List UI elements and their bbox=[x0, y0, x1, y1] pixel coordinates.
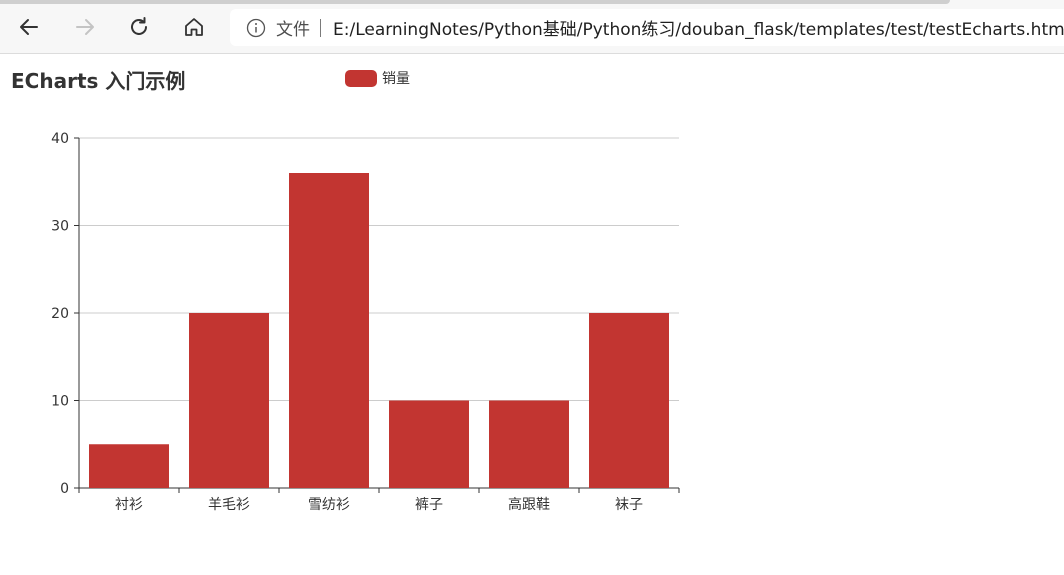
chart-title: ECharts 入门示例 bbox=[11, 69, 186, 93]
address-bar[interactable]: 文件 E:/LearningNotes/Python基础/Python练习/do… bbox=[230, 9, 1064, 46]
back-arrow-icon bbox=[20, 19, 38, 35]
y-tick-label: 0 bbox=[60, 481, 69, 497]
chart-area: ECharts 入门示例 销量 0 10 20 30 40 衬衫 羊毛衫 雪纺衫 裤子 高跟鞋 袜子 bbox=[0, 55, 1064, 575]
x-tick-label: 雪纺衫 bbox=[308, 497, 350, 513]
x-tick-label: 袜子 bbox=[615, 497, 643, 513]
reload-button[interactable] bbox=[124, 12, 154, 42]
legend-swatch bbox=[345, 69, 377, 87]
browser-toolbar: 文件 E:/LearningNotes/Python基础/Python练习/do… bbox=[0, 0, 1064, 54]
home-icon bbox=[185, 18, 203, 36]
legend-label: 销量 bbox=[382, 71, 410, 87]
legend[interactable]: 销量 bbox=[345, 68, 410, 88]
bar bbox=[589, 313, 669, 488]
bar bbox=[289, 173, 369, 488]
home-button[interactable] bbox=[179, 12, 209, 42]
y-tick-label: 40 bbox=[51, 131, 69, 147]
y-tick-label: 30 bbox=[51, 219, 69, 235]
bar-chart: 0 10 20 30 40 衬衫 羊毛衫 雪纺衫 裤子 高跟鞋 袜子 bbox=[51, 131, 680, 513]
file-label: 文件 bbox=[276, 20, 310, 40]
tab-strip bbox=[0, 0, 950, 4]
x-tick-label: 衬衫 bbox=[115, 497, 143, 513]
x-tick-label: 高跟鞋 bbox=[508, 496, 550, 513]
forward-arrow-icon bbox=[76, 19, 94, 35]
bar bbox=[389, 400, 469, 488]
x-tick-label: 羊毛衫 bbox=[208, 497, 250, 513]
reload-icon bbox=[131, 17, 147, 35]
bar bbox=[489, 400, 569, 488]
bar bbox=[189, 313, 269, 488]
y-tick-label: 10 bbox=[51, 394, 69, 410]
url-text[interactable]: E:/LearningNotes/Python基础/Python练习/douba… bbox=[333, 20, 1064, 40]
forward-button[interactable] bbox=[70, 12, 100, 42]
back-button[interactable] bbox=[14, 12, 44, 42]
x-tick-label: 裤子 bbox=[415, 497, 443, 513]
info-icon[interactable] bbox=[246, 18, 266, 38]
address-separator bbox=[320, 18, 321, 37]
bar bbox=[89, 444, 169, 488]
y-tick-label: 20 bbox=[51, 306, 69, 322]
